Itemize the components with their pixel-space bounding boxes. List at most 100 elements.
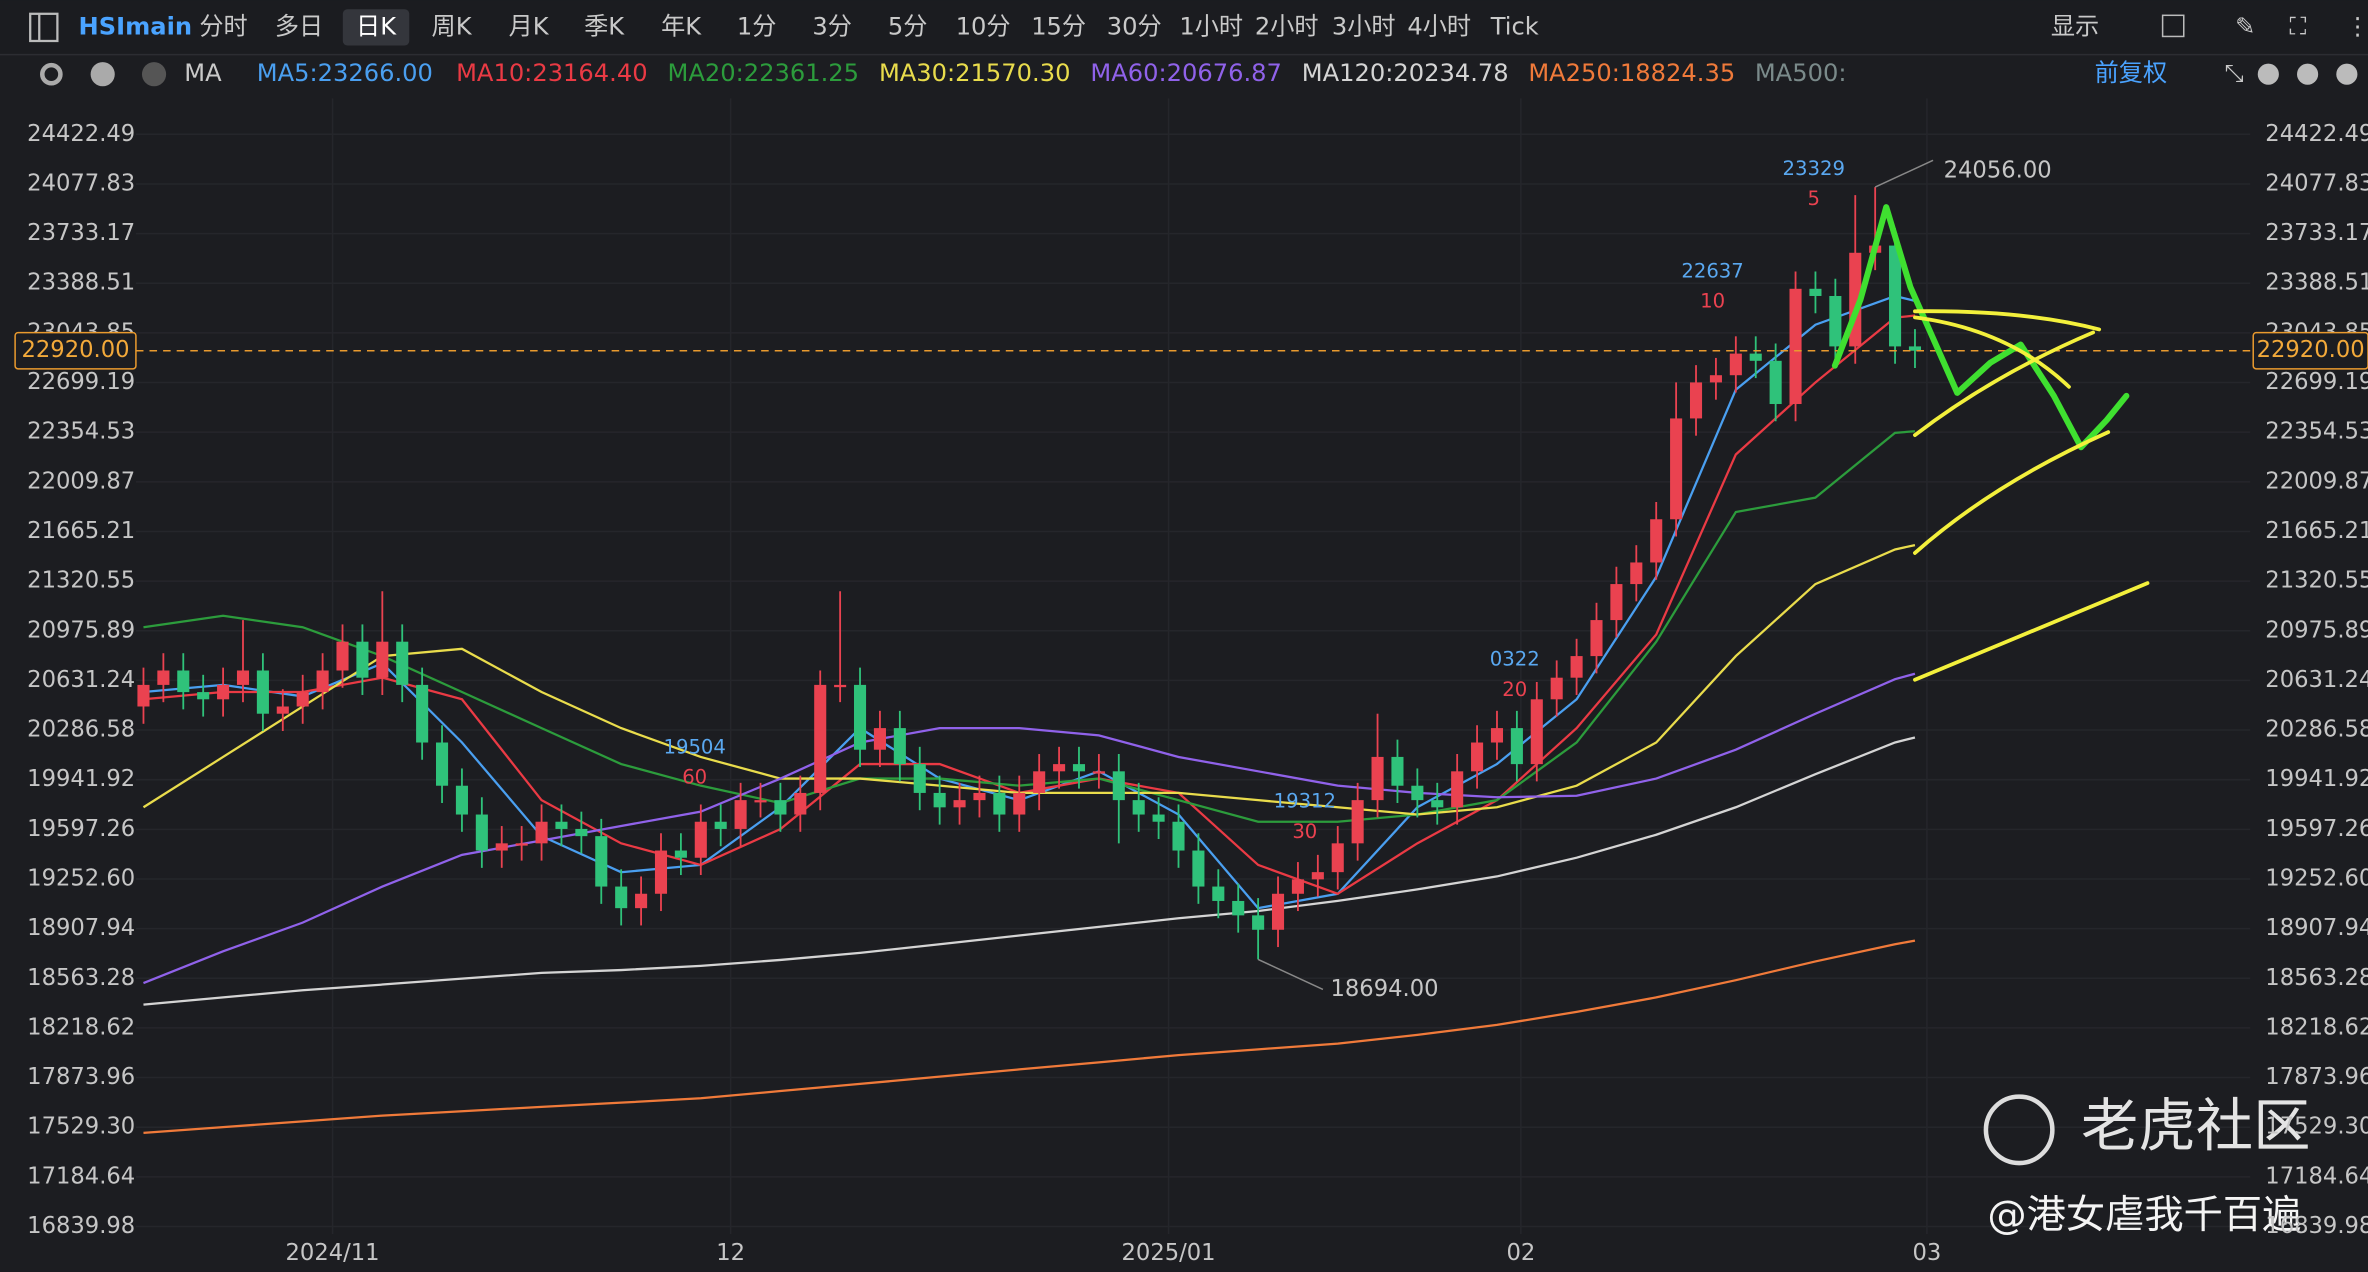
y-tick-label: 19252.60	[27, 865, 135, 891]
candle-body	[1630, 562, 1643, 585]
ma-line	[143, 736, 1916, 1006]
candle-body	[1431, 800, 1444, 808]
candle-body	[1490, 728, 1504, 743]
period-tab[interactable]: 15分	[1031, 12, 1086, 40]
period-tab[interactable]: 年K	[661, 12, 702, 40]
candle-body	[1789, 288, 1802, 405]
candle-body	[376, 641, 389, 678]
period-tab[interactable]: Tick	[1490, 12, 1539, 40]
candle-body	[495, 843, 508, 851]
legend-entry: MA5:23266.00	[257, 59, 433, 87]
x-tick-label: 03	[1913, 1240, 1942, 1266]
y-tick-label: 22699.19	[27, 369, 135, 395]
annotation-line	[1874, 159, 1934, 188]
ma-label-period: 5	[1808, 187, 1820, 210]
y-tick-label: 23733.17	[27, 220, 135, 246]
candle-body	[455, 785, 468, 815]
period-tab[interactable]: 4小时	[1407, 12, 1471, 40]
candle-body	[1510, 728, 1523, 765]
more-icon[interactable]: ⋮	[2345, 12, 2368, 40]
y-tick-label: 18218.62	[27, 1014, 135, 1040]
sidebar-icon[interactable]	[29, 12, 59, 43]
y-tick-label: 21665.21	[2265, 518, 2368, 544]
y-tick-label: 23388.51	[27, 270, 135, 296]
indicator[interactable]: MA	[184, 59, 222, 87]
period-tab[interactable]: 日K	[356, 12, 397, 40]
period-tab[interactable]: 10分	[956, 12, 1011, 40]
period-tab[interactable]: 5分	[888, 12, 928, 40]
candle-body	[296, 692, 309, 707]
hand-drawing	[1831, 204, 2150, 682]
period-tab[interactable]: 3分	[812, 12, 852, 40]
candle-body	[1650, 519, 1663, 563]
period-tab[interactable]: 1分	[737, 12, 777, 40]
candle-body	[1351, 800, 1364, 844]
period-tab[interactable]: 多日	[275, 12, 323, 40]
current-price-label: 22920.00	[2257, 337, 2365, 363]
candle-body	[694, 821, 707, 858]
ma-line	[143, 939, 1916, 1134]
ma-line	[143, 672, 1916, 985]
y-tick-label: 20286.58	[2265, 717, 2368, 743]
display-menu[interactable]: 显示	[2051, 12, 2099, 40]
ma-label-period: 30	[1292, 820, 1317, 843]
period-tab[interactable]: 周K	[432, 12, 473, 40]
scale-icon[interactable]: ⤡	[2225, 59, 2244, 87]
candle-body	[953, 800, 966, 808]
candle-body	[615, 886, 628, 909]
period-tab[interactable]: 2小时	[1255, 12, 1319, 40]
checkbox-icon[interactable]	[2161, 14, 2185, 38]
candle-body	[1530, 699, 1543, 765]
adjust-menu[interactable]: 前复权	[2095, 59, 2167, 87]
period-tab[interactable]: 3小时	[1332, 12, 1396, 40]
y-tick-label: 18907.94	[2265, 915, 2368, 941]
y-tick-label: 20631.24	[2265, 667, 2368, 693]
y-tick-label: 22009.87	[27, 468, 135, 494]
candle-body	[1809, 288, 1822, 296]
visibility-icon[interactable]	[90, 62, 115, 87]
y-tick-label: 20286.58	[27, 717, 135, 743]
candle-body	[555, 821, 568, 829]
settings-icon[interactable]	[40, 62, 63, 86]
ma-label-value: 22637	[1681, 260, 1743, 283]
period-tab[interactable]: 季K	[584, 12, 625, 40]
y-tick-label: 21320.55	[2265, 568, 2368, 594]
candle-body	[1829, 295, 1842, 347]
period-tab[interactable]: 月K	[509, 12, 550, 40]
y-tick-label: 19941.92	[2265, 766, 2368, 792]
current-price-label: 22920.00	[21, 337, 129, 363]
y-tick-label: 22699.19	[2265, 369, 2368, 395]
y-tick-label: 19252.60	[2265, 865, 2368, 891]
period-tab[interactable]: 1小时	[1179, 12, 1243, 40]
candle-body	[276, 706, 289, 714]
y-tick-label: 21320.55	[27, 568, 135, 594]
legend-entry: MA120:20234.78	[1302, 59, 1509, 87]
y-tick-label: 23388.51	[2265, 270, 2368, 296]
x-tick-label: 2024/11	[286, 1240, 380, 1266]
minus-icon[interactable]	[2257, 63, 2279, 85]
period-tab[interactable]: 分时	[199, 12, 247, 40]
period-tab[interactable]: 30分	[1107, 12, 1162, 40]
candle-body	[1053, 764, 1066, 772]
ma-label-value: 0322	[1490, 648, 1540, 671]
y-tick-label: 18563.28	[27, 965, 135, 991]
close-icon[interactable]	[141, 62, 167, 87]
candle-body	[1212, 886, 1225, 901]
candle-body	[435, 742, 449, 786]
candle-body	[396, 641, 409, 685]
minus-icon[interactable]	[2297, 63, 2319, 85]
candle-body	[814, 684, 827, 793]
pen-icon[interactable]: ✎	[2235, 12, 2255, 40]
candle-body	[1033, 771, 1046, 793]
legend-entry: MA20:22361.25	[668, 59, 860, 87]
candle-body	[1709, 375, 1722, 383]
drawn-zigzag	[1831, 204, 2130, 451]
candle-body	[654, 850, 668, 894]
candle-body	[734, 800, 747, 829]
fullscreen-icon[interactable]: ⛶	[2288, 12, 2306, 40]
minus-icon[interactable]	[2336, 63, 2358, 85]
candle-body	[157, 670, 170, 685]
candle-body	[834, 684, 847, 688]
candle-body	[993, 792, 1006, 815]
